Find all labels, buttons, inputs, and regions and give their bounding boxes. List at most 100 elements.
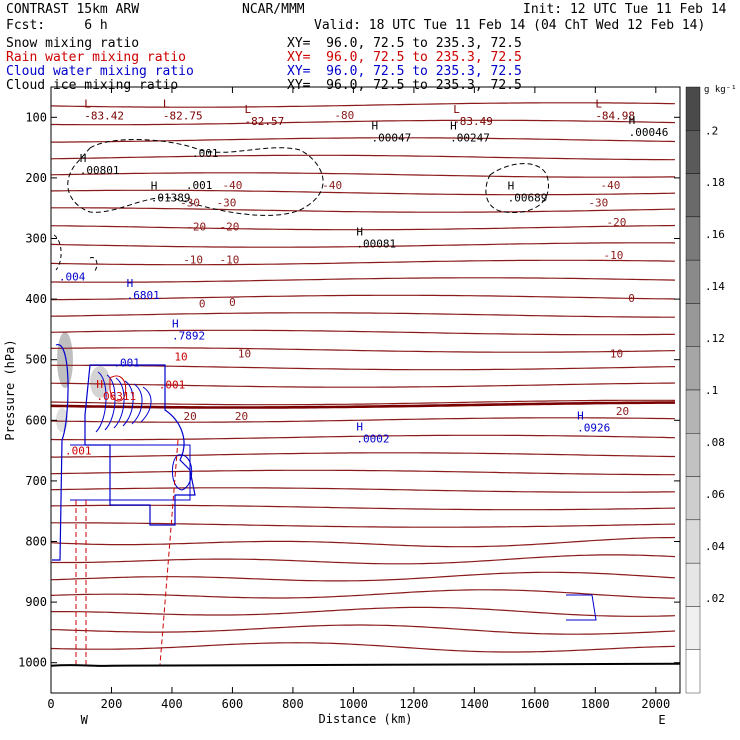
x-tick-label-3: 600 (222, 697, 244, 711)
isotherm-8 (50, 242, 676, 248)
isotherm-14 (50, 347, 676, 353)
field-snow-xy: XY= 96.0, 72.5 to 235.3, 72.5 (287, 36, 522, 51)
y-tick-label-4: 500 (25, 353, 47, 367)
isotherm-label-20: 20 (616, 405, 629, 418)
x-tick-label-1: 200 (101, 697, 123, 711)
cloud-water-core-0 (95, 371, 107, 433)
isotherm-28 (50, 589, 676, 599)
extremum-value-5: .00047 (372, 131, 412, 144)
colorbar-segment-13 (685, 649, 701, 694)
isotherm-label-4: -30 (180, 197, 200, 210)
isotherm-15 (51, 364, 676, 371)
isotherm-label-15: 0 (628, 292, 635, 305)
isotherm-label-1: -40 (223, 179, 243, 192)
isotherm-label-3: -40 (601, 179, 621, 192)
valid-time: Valid: 18 UTC Tue 11 Feb 14 (04 ChT Wed … (314, 18, 706, 33)
contour-value-6: 10 (174, 351, 187, 364)
isotherm-1 (51, 119, 676, 126)
isotherm-label-17: 10 (610, 348, 623, 361)
isotherm-2 (51, 137, 676, 143)
y-tick-label-3: 400 (25, 292, 47, 306)
extremum-value-13: .7892 (172, 329, 205, 342)
colorbar-tick-8: .18 (705, 176, 725, 189)
isotherm-4 (50, 172, 675, 178)
isotherm-31 (50, 642, 676, 653)
y-tick-label-5: 600 (25, 413, 47, 427)
extremum-mark-2: L (245, 103, 252, 116)
extremum-mark-1: L (163, 97, 170, 110)
init-time: Init: 12 UTC Tue 11 Feb 14 (523, 2, 727, 17)
cloud-ice-contour-c (53, 234, 62, 271)
isotherm-30 (50, 624, 676, 635)
isotherm-27 (50, 571, 676, 582)
colorbar-segment-9 (685, 476, 701, 521)
shade-area-0 (57, 332, 73, 388)
colorbar-tick-7: .16 (705, 228, 725, 241)
contour-value-0: .001 (192, 147, 219, 160)
extremum-mark-5: H (372, 119, 379, 132)
x-tick-label-6: 1200 (399, 697, 428, 711)
center-name: NCAR/MMM (242, 2, 305, 17)
isotherm-22 (50, 487, 676, 493)
isotherm-29 (51, 606, 676, 617)
cloud-water-core-2 (113, 377, 125, 429)
colorbar-tick-5: .12 (705, 332, 725, 345)
colorbar-tick-4: .1 (705, 384, 718, 397)
contour-value-3: .001 (113, 357, 140, 370)
colorbar-tick-2: .06 (705, 488, 725, 501)
isotherm-13 (50, 329, 676, 336)
extremum-value-11: .00081 (356, 237, 396, 250)
y-tick-label-1: 200 (25, 171, 47, 185)
colorbar-segment-4 (685, 259, 701, 304)
extremum-mark-8: H (80, 152, 87, 165)
endpoint-right: E (658, 713, 665, 727)
colorbar-segment-0 (685, 86, 701, 131)
y-tick-label-6: 700 (25, 474, 47, 488)
extremum-value-6: .00247 (450, 131, 490, 144)
extremum-value-4: -84.98 (595, 109, 635, 122)
field-cloud-water: Cloud water mixing ratio (6, 64, 194, 79)
isotherm-11 (51, 294, 676, 301)
x-tick-label-2: 400 (161, 697, 183, 711)
cloud-water-contour-d (566, 594, 597, 621)
field-rain-xy: XY= 96.0, 72.5 to 235.3, 72.5 (287, 50, 522, 65)
extremum-mark-7: H (629, 114, 636, 127)
isotherm-6 (51, 207, 676, 213)
isotherm-label-18: 20 (183, 410, 196, 423)
isotherm-label-6: -30 (588, 197, 608, 210)
contour-value-4: .001 (159, 379, 186, 392)
isotherm-10 (51, 277, 676, 283)
isotherm-label-10: -10 (183, 254, 203, 267)
colorbar-tick-6: .14 (705, 280, 725, 293)
field-snow: Snow mixing ratio (6, 36, 140, 51)
extremum-mark-6: H (450, 119, 457, 132)
colorbar-segment-12 (685, 606, 701, 650)
isotherm-label-14: 0 (229, 296, 236, 309)
y-tick-label-8: 900 (25, 595, 47, 609)
colorbar-tick-0: .02 (705, 592, 725, 605)
forecast-hour: Fcst: 6 h (6, 18, 108, 33)
extremum-value-12: .6801 (127, 289, 160, 302)
x-tick-label-4: 800 (282, 697, 304, 711)
isotherm-24 (51, 522, 676, 528)
isotherm-label-2: -40 (322, 179, 342, 192)
extremum-mark-14: H (96, 378, 103, 391)
extremum-value-2: -82.57 (245, 115, 285, 128)
x-tick-label-0: 0 (47, 697, 54, 711)
isotherm-label-13: 0 (199, 297, 206, 310)
isotherm-20 (51, 452, 675, 458)
y-tick-label-0: 100 (25, 110, 47, 124)
extremum-mark-3: L (453, 103, 460, 116)
field-cloud-water-xy: XY= 96.0, 72.5 to 235.3, 72.5 (287, 64, 522, 79)
extremum-mark-10: H (508, 179, 515, 192)
cloud-water-core-4 (131, 383, 143, 425)
axes: 0 200 400 600 800 1000 1200 1400 1600 1800 2000100… (3, 86, 681, 727)
contour-value-1: .001 (186, 179, 213, 192)
isotherm-21 (50, 469, 675, 476)
y-axis-label: Pressure (hPa) (3, 339, 17, 440)
cloud-water-core-5 (140, 386, 152, 423)
field-cloud-ice: Cloud ice mixing ratio (6, 78, 179, 93)
y-tick-label-7: 800 (25, 535, 47, 549)
extremum-mark-12: H (127, 277, 134, 290)
